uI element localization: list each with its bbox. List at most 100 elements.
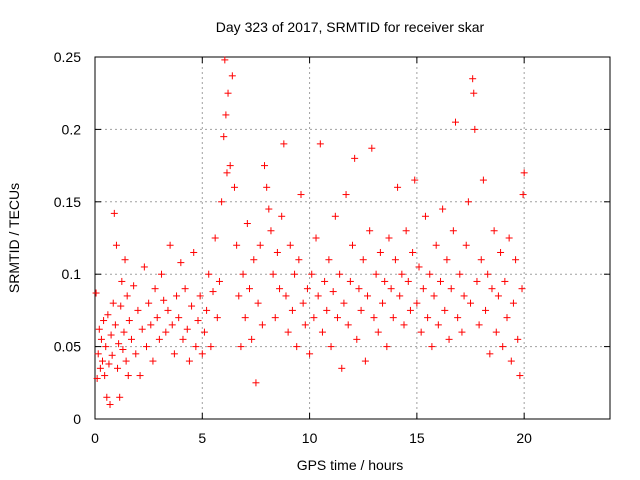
data-point (278, 212, 286, 220)
data-point (370, 314, 378, 322)
data-point (344, 321, 352, 329)
data-point (130, 282, 138, 290)
data-point (94, 350, 102, 358)
data-point (170, 350, 178, 358)
data-point (138, 325, 146, 333)
data-point (383, 343, 391, 351)
data-point (475, 321, 483, 329)
data-point (419, 285, 427, 293)
data-point (516, 372, 524, 380)
data-point (224, 89, 232, 97)
data-point (254, 299, 262, 307)
data-point (501, 277, 509, 285)
data-point (404, 277, 412, 285)
data-point (340, 299, 348, 307)
data-point (200, 328, 208, 336)
data-point (518, 285, 526, 293)
data-point (411, 176, 419, 184)
data-point (288, 306, 296, 314)
data-point (173, 292, 181, 300)
data-point (492, 328, 500, 336)
x-tick-label: 0 (91, 430, 99, 446)
data-point (297, 191, 305, 199)
data-point (149, 357, 157, 365)
data-point (445, 335, 453, 343)
data-point (261, 162, 269, 170)
data-point (479, 176, 487, 184)
data-point (470, 89, 478, 97)
data-point (276, 285, 284, 293)
data-point (160, 296, 168, 304)
data-point (484, 270, 492, 278)
data-point (460, 292, 468, 300)
data-point (291, 270, 299, 278)
data-point (188, 302, 196, 310)
data-point (213, 314, 221, 322)
data-point (368, 144, 376, 152)
data-point (329, 288, 337, 296)
data-point (105, 360, 113, 368)
data-point (467, 299, 475, 307)
data-point (243, 220, 251, 228)
data-point (318, 328, 326, 336)
data-point (469, 75, 477, 83)
data-point (147, 321, 155, 329)
data-point (499, 343, 507, 351)
data-point (226, 162, 234, 170)
data-points (92, 56, 528, 409)
data-point (115, 340, 123, 348)
data-point (221, 56, 229, 64)
data-point (488, 285, 496, 293)
data-point (426, 270, 434, 278)
data-point (223, 169, 231, 177)
data-point (520, 169, 528, 177)
data-point (293, 343, 301, 351)
data-point (125, 317, 133, 325)
data-point (269, 270, 277, 278)
data-point (434, 321, 442, 329)
data-point (514, 335, 522, 343)
data-point (183, 325, 191, 333)
data-point (215, 277, 223, 285)
data-point (282, 292, 290, 300)
data-point (336, 270, 344, 278)
y-tick-label: 0.2 (62, 121, 82, 137)
data-point (110, 209, 118, 217)
data-point (497, 248, 505, 256)
data-point (102, 343, 110, 351)
data-point (158, 270, 166, 278)
data-point (108, 351, 116, 359)
plot-frame (94, 56, 611, 420)
data-point (454, 314, 462, 322)
data-point (284, 328, 292, 336)
data-point (353, 335, 361, 343)
data-point (97, 335, 105, 343)
data-point (512, 256, 520, 264)
data-point (355, 285, 363, 293)
data-point (198, 350, 206, 358)
data-point (398, 270, 406, 278)
data-point (342, 191, 350, 199)
data-point (118, 277, 126, 285)
data-point (443, 256, 451, 264)
data-point (145, 299, 153, 307)
data-point (391, 256, 399, 264)
data-point (361, 357, 369, 365)
data-point (464, 198, 472, 206)
data-point (175, 314, 183, 322)
data-point (248, 335, 256, 343)
data-point (385, 234, 393, 242)
grid (95, 57, 610, 419)
data-point (100, 317, 108, 325)
data-point (432, 241, 440, 249)
data-point (351, 154, 359, 162)
data-point (366, 227, 374, 235)
data-point (271, 314, 279, 322)
data-point (185, 357, 193, 365)
data-point (449, 227, 457, 235)
data-point (415, 263, 423, 271)
data-point (327, 343, 335, 351)
data-point (237, 343, 245, 351)
data-point (93, 374, 101, 382)
data-point (312, 234, 320, 242)
